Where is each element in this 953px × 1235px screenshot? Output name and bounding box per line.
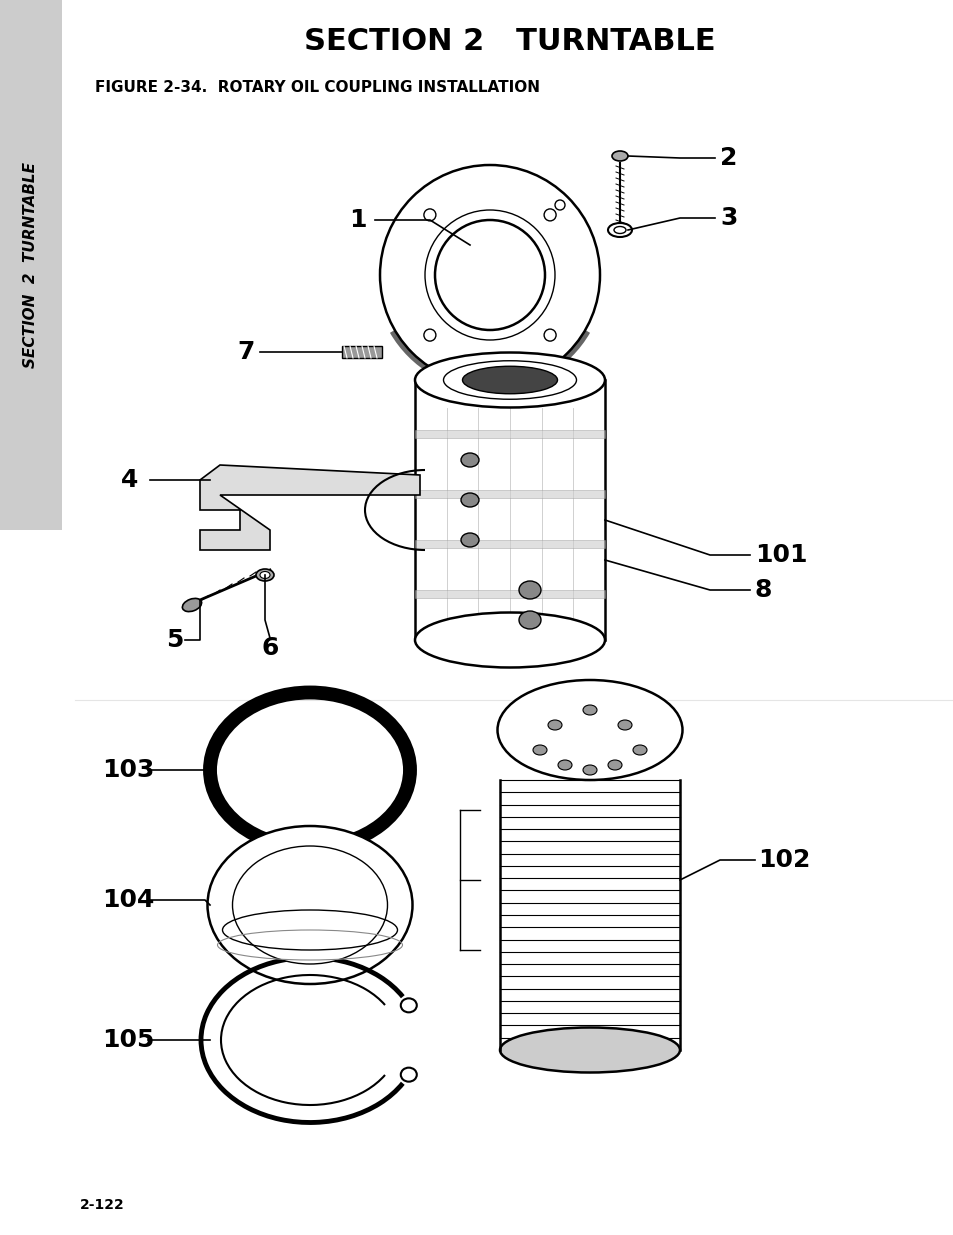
Ellipse shape <box>543 329 556 341</box>
Ellipse shape <box>460 493 478 508</box>
Ellipse shape <box>462 367 557 394</box>
Text: 6: 6 <box>261 636 278 659</box>
Ellipse shape <box>558 760 572 769</box>
Text: 103: 103 <box>102 758 154 782</box>
Text: SECTION 2   TURNTABLE: SECTION 2 TURNTABLE <box>304 27 715 57</box>
Text: 2-122: 2-122 <box>80 1198 125 1212</box>
Ellipse shape <box>460 534 478 547</box>
Ellipse shape <box>400 998 416 1013</box>
Bar <box>0 0 62 530</box>
Ellipse shape <box>518 580 540 599</box>
Ellipse shape <box>518 611 540 629</box>
Text: 105: 105 <box>102 1028 154 1052</box>
Ellipse shape <box>607 224 631 237</box>
Ellipse shape <box>460 453 478 467</box>
Bar <box>415 540 604 548</box>
Text: 3: 3 <box>720 206 737 230</box>
Bar <box>415 490 604 498</box>
Ellipse shape <box>618 720 631 730</box>
Ellipse shape <box>633 745 646 755</box>
Text: 101: 101 <box>754 543 806 567</box>
Ellipse shape <box>543 209 556 221</box>
Ellipse shape <box>260 572 270 578</box>
Ellipse shape <box>208 826 412 984</box>
Ellipse shape <box>555 200 564 210</box>
Polygon shape <box>200 466 419 550</box>
Ellipse shape <box>497 680 681 781</box>
Ellipse shape <box>582 705 597 715</box>
Ellipse shape <box>607 760 621 769</box>
Ellipse shape <box>415 352 604 408</box>
Ellipse shape <box>582 764 597 776</box>
Ellipse shape <box>255 569 274 580</box>
Text: FIGURE 2-34.  ROTARY OIL COUPLING INSTALLATION: FIGURE 2-34. ROTARY OIL COUPLING INSTALL… <box>95 80 539 95</box>
Text: 1: 1 <box>349 207 366 232</box>
Ellipse shape <box>379 165 599 385</box>
Bar <box>415 430 604 438</box>
Ellipse shape <box>443 361 576 399</box>
Ellipse shape <box>547 720 561 730</box>
Text: 104: 104 <box>102 888 154 911</box>
Ellipse shape <box>612 151 627 161</box>
Text: SECTION  2  TURNTABLE: SECTION 2 TURNTABLE <box>24 162 38 368</box>
Text: 2: 2 <box>720 146 737 170</box>
Ellipse shape <box>614 226 625 233</box>
Bar <box>341 346 381 358</box>
Ellipse shape <box>423 329 436 341</box>
Ellipse shape <box>533 745 546 755</box>
Text: 8: 8 <box>754 578 772 601</box>
Ellipse shape <box>233 846 387 965</box>
Ellipse shape <box>435 220 544 330</box>
Text: 102: 102 <box>758 848 809 872</box>
Ellipse shape <box>499 1028 679 1072</box>
Text: 5: 5 <box>166 629 184 652</box>
Text: 7: 7 <box>237 340 254 364</box>
Ellipse shape <box>400 1067 416 1082</box>
Text: 4: 4 <box>121 468 138 492</box>
Ellipse shape <box>423 209 436 221</box>
Ellipse shape <box>415 613 604 667</box>
Bar <box>415 590 604 598</box>
Ellipse shape <box>182 599 201 611</box>
